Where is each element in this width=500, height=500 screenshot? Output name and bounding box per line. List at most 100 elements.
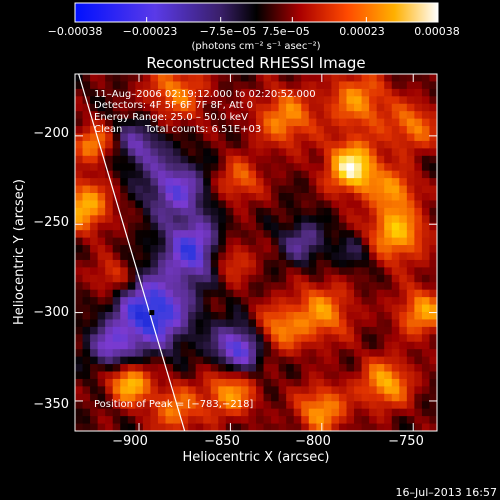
heatmap-cell (323, 96, 333, 105)
heatmap-cell (240, 133, 250, 142)
heatmap-cell (105, 312, 114, 321)
heatmap-cell (346, 334, 355, 343)
heatmap-cell (75, 118, 84, 127)
heatmap-cell (105, 207, 114, 216)
heatmap-cell (90, 81, 99, 90)
heatmap-cell (331, 364, 340, 373)
heatmap-cell (346, 304, 355, 313)
heatmap-cell (316, 133, 325, 142)
heatmap-cell (429, 237, 437, 246)
heatmap-cell (384, 170, 393, 179)
heatmap-cell (218, 215, 227, 224)
heatmap-cell (180, 185, 189, 194)
heatmap-cell (210, 423, 219, 431)
heatmap-cell (301, 140, 310, 149)
heatmap-cell (180, 88, 189, 97)
heatmap-cell (233, 237, 242, 246)
heatmap-cell (97, 170, 106, 179)
heatmap-cell (233, 111, 242, 120)
heatmap-cell (256, 148, 265, 157)
heatmap-cell (195, 193, 204, 202)
heatmap-cell (308, 408, 317, 417)
heatmap-cell (331, 304, 340, 313)
heatmap-cell (263, 245, 272, 254)
heatmap-cell (188, 416, 197, 425)
heatmap-cell (225, 341, 234, 350)
heatmap-cell (361, 245, 370, 254)
heatmap-cell (97, 230, 106, 239)
heatmap-cell (240, 163, 250, 172)
heatmap-cell (338, 170, 348, 179)
heatmap-cell (361, 356, 370, 365)
heatmap-cell (112, 74, 121, 83)
heatmap-cell (316, 319, 325, 328)
heatmap-cell (218, 423, 227, 431)
heatmap-cell (429, 200, 437, 209)
heatmap-cell (346, 111, 355, 120)
heatmap-cell (369, 304, 378, 313)
heatmap-cell (316, 312, 325, 321)
heatmap-cell (414, 126, 423, 135)
heatmap-cell (105, 88, 114, 97)
heatmap-cell (248, 326, 257, 335)
heatmap-cell (180, 111, 189, 120)
heatmap-cell (97, 163, 106, 172)
heatmap-cell (142, 103, 152, 112)
heatmap-cell (421, 401, 431, 410)
heatmap-cell (120, 163, 129, 172)
heatmap-cell (263, 378, 272, 387)
heatmap-cell (323, 237, 333, 246)
heatmap-cell (286, 170, 295, 179)
heatmap-cell (240, 334, 250, 343)
heatmap-cell (414, 401, 423, 410)
heatmap-cell (301, 341, 310, 350)
heatmap-cell (180, 222, 189, 231)
heatmap-cell (82, 312, 91, 321)
heatmap-cell (346, 81, 355, 90)
heatmap-cell (120, 289, 129, 298)
heatmap-cell (105, 341, 114, 350)
heatmap-cell (90, 423, 99, 431)
heatmap-cell (369, 215, 378, 224)
heatmap-cell (369, 319, 378, 328)
heatmap-cell (105, 170, 114, 179)
heatmap-cell (112, 111, 121, 120)
heatmap-cell (165, 200, 174, 209)
heatmap-cell (248, 341, 257, 350)
heatmap-cell (399, 319, 408, 328)
heatmap-cell (301, 237, 310, 246)
heatmap-cell (248, 304, 257, 313)
heatmap-cell (218, 312, 227, 321)
heatmap-cell (195, 289, 204, 298)
heatmap-cell (105, 416, 114, 425)
heatmap-cell (233, 103, 242, 112)
heatmap-cell (414, 200, 423, 209)
heatmap-cell (286, 200, 295, 209)
heatmap-cell (248, 96, 257, 105)
heatmap-cell (338, 222, 348, 231)
heatmap-cell (180, 126, 189, 135)
heatmap-cell (120, 81, 129, 90)
heatmap-cell (414, 364, 423, 373)
heatmap-cell (195, 326, 204, 335)
heatmap-cell (112, 289, 121, 298)
heatmap-cell (248, 193, 257, 202)
heatmap-cell (180, 81, 189, 90)
heatmap-cell (233, 88, 242, 97)
heatmap-cell (112, 356, 121, 365)
heatmap-cell (233, 364, 242, 373)
heatmap-cell (233, 163, 242, 172)
heatmap-cell (414, 423, 423, 431)
heatmap-cell (195, 386, 204, 395)
heatmap-cell (263, 416, 272, 425)
heatmap-cell (135, 386, 144, 395)
heatmap-cell (240, 155, 250, 164)
heatmap-cell (75, 356, 84, 365)
heatmap-cell (82, 282, 91, 291)
heatmap-cell (384, 200, 393, 209)
heatmap-cell (195, 319, 204, 328)
heatmap-cell (323, 364, 333, 373)
heatmap-cell (127, 393, 136, 402)
heatmap-cell (421, 304, 431, 313)
heatmap-cell (323, 386, 333, 395)
